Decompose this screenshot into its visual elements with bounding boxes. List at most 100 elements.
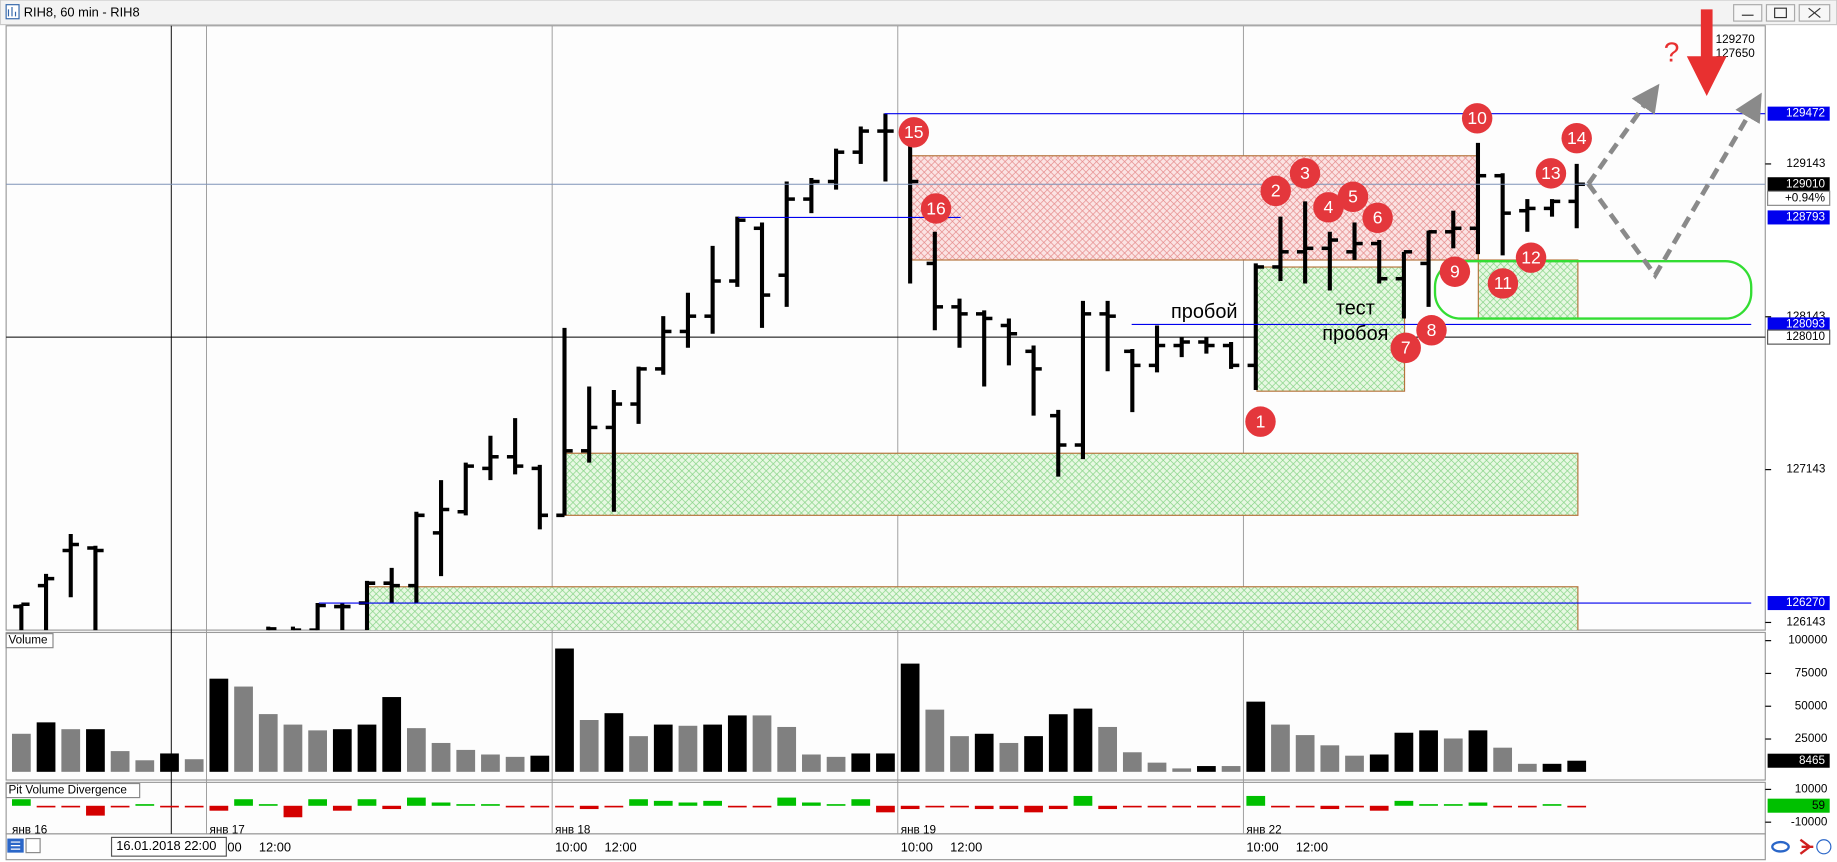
bar: [1073, 795, 1093, 806]
link-icon[interactable]: [1771, 840, 1790, 853]
bar: [357, 799, 377, 806]
bar: [110, 751, 130, 772]
bar: [184, 805, 204, 808]
bar: [678, 725, 698, 772]
marker-circle: [1390, 332, 1421, 364]
bar: [1172, 805, 1192, 808]
last-price-box: [1767, 177, 1830, 192]
x-time-label: 12:00: [605, 839, 637, 854]
bar: [530, 755, 550, 772]
bar: [481, 754, 500, 772]
bar: [1517, 763, 1537, 772]
cursor-price-label: 128010: [1786, 330, 1826, 343]
marker-circle: [920, 193, 952, 224]
x-time-label: 12:00: [1296, 839, 1328, 854]
marker-circle: [1461, 103, 1493, 134]
volume-last-label: 8465: [1799, 754, 1826, 767]
zones: [366, 155, 1579, 631]
bar: [727, 715, 747, 772]
bar: [1394, 732, 1414, 772]
bar: [1295, 805, 1315, 808]
bar: [1419, 730, 1438, 772]
divergence-last-box: [1767, 798, 1830, 813]
bar: [1542, 763, 1562, 772]
level-label-box: [1767, 317, 1830, 332]
x-time-label: 10:00: [901, 839, 933, 854]
bar: [1073, 708, 1093, 772]
exit-icon[interactable]: [1799, 838, 1814, 855]
bar: [629, 799, 648, 806]
last-price-label: 129010: [1786, 177, 1826, 190]
bar: [160, 753, 179, 772]
bar: [1369, 754, 1389, 772]
bar: [678, 802, 698, 806]
bar: [1147, 762, 1167, 772]
bar: [505, 805, 525, 808]
cursor-time: 16.01.2018 22:00: [116, 838, 216, 853]
resistance-zone: [910, 155, 1479, 261]
level-label: 126270: [1786, 596, 1826, 609]
support-zone: [366, 586, 1579, 631]
bar: [999, 742, 1019, 772]
target-outline: [1433, 260, 1753, 320]
bar: [234, 799, 253, 806]
bar: [332, 729, 352, 772]
level-label-box: [1767, 106, 1830, 121]
bar: [900, 805, 920, 810]
bar: [900, 663, 920, 772]
bar: [752, 805, 772, 808]
title-bar: [0, 0, 1837, 26]
price-bars: [6, 113, 1766, 631]
bar: [209, 805, 229, 811]
bar: [1271, 805, 1290, 808]
bar: [1098, 726, 1118, 772]
bar: [974, 805, 994, 810]
close-icon: [1808, 7, 1821, 19]
bottom-right-icons: [1771, 838, 1832, 855]
bar: [727, 805, 747, 808]
bar: [826, 756, 846, 772]
bar: [505, 756, 525, 772]
marker-label: 4: [1324, 197, 1334, 217]
header-value: 129270: [1716, 33, 1756, 46]
x-day-label: янв 16: [12, 823, 47, 836]
panel-name: Pit Volume Divergence: [8, 784, 126, 797]
bar: [653, 800, 673, 806]
bar: [86, 729, 105, 772]
bar: [1221, 805, 1241, 808]
change-label: +0.94%: [1785, 191, 1825, 204]
toggle-box[interactable]: [25, 837, 41, 854]
bar: [802, 754, 821, 772]
forecast-arrow: [1586, 92, 1762, 280]
marker-circle: [1289, 158, 1321, 189]
y-tick-label: 75000: [1795, 667, 1828, 680]
panel-name-box: [5, 782, 141, 799]
bar: [456, 749, 476, 772]
bar: [752, 715, 772, 772]
help-icon[interactable]: [1816, 839, 1832, 855]
bar: [802, 802, 821, 806]
bar: [258, 804, 278, 806]
marker-label: 8: [1427, 320, 1437, 340]
y-tick-label: -10000: [1791, 815, 1828, 828]
bar: [1394, 800, 1414, 806]
bar: [1369, 805, 1389, 811]
bar: [11, 733, 31, 772]
bar: [1024, 805, 1043, 813]
minimize-button[interactable]: [1733, 4, 1763, 22]
bar: [1271, 724, 1290, 772]
marker-label: 10: [1467, 108, 1487, 128]
bar: [431, 802, 451, 806]
bar: [826, 804, 846, 806]
bar: [184, 759, 204, 772]
maximize-button[interactable]: [1765, 4, 1796, 22]
bar: [1122, 752, 1142, 772]
bar: [258, 714, 278, 772]
breakout-label: пробой: [1171, 301, 1238, 323]
bar: [876, 805, 895, 813]
time-axis: [5, 833, 1766, 861]
bar: [530, 805, 550, 808]
bar: [407, 728, 426, 772]
bar: [1468, 802, 1488, 806]
